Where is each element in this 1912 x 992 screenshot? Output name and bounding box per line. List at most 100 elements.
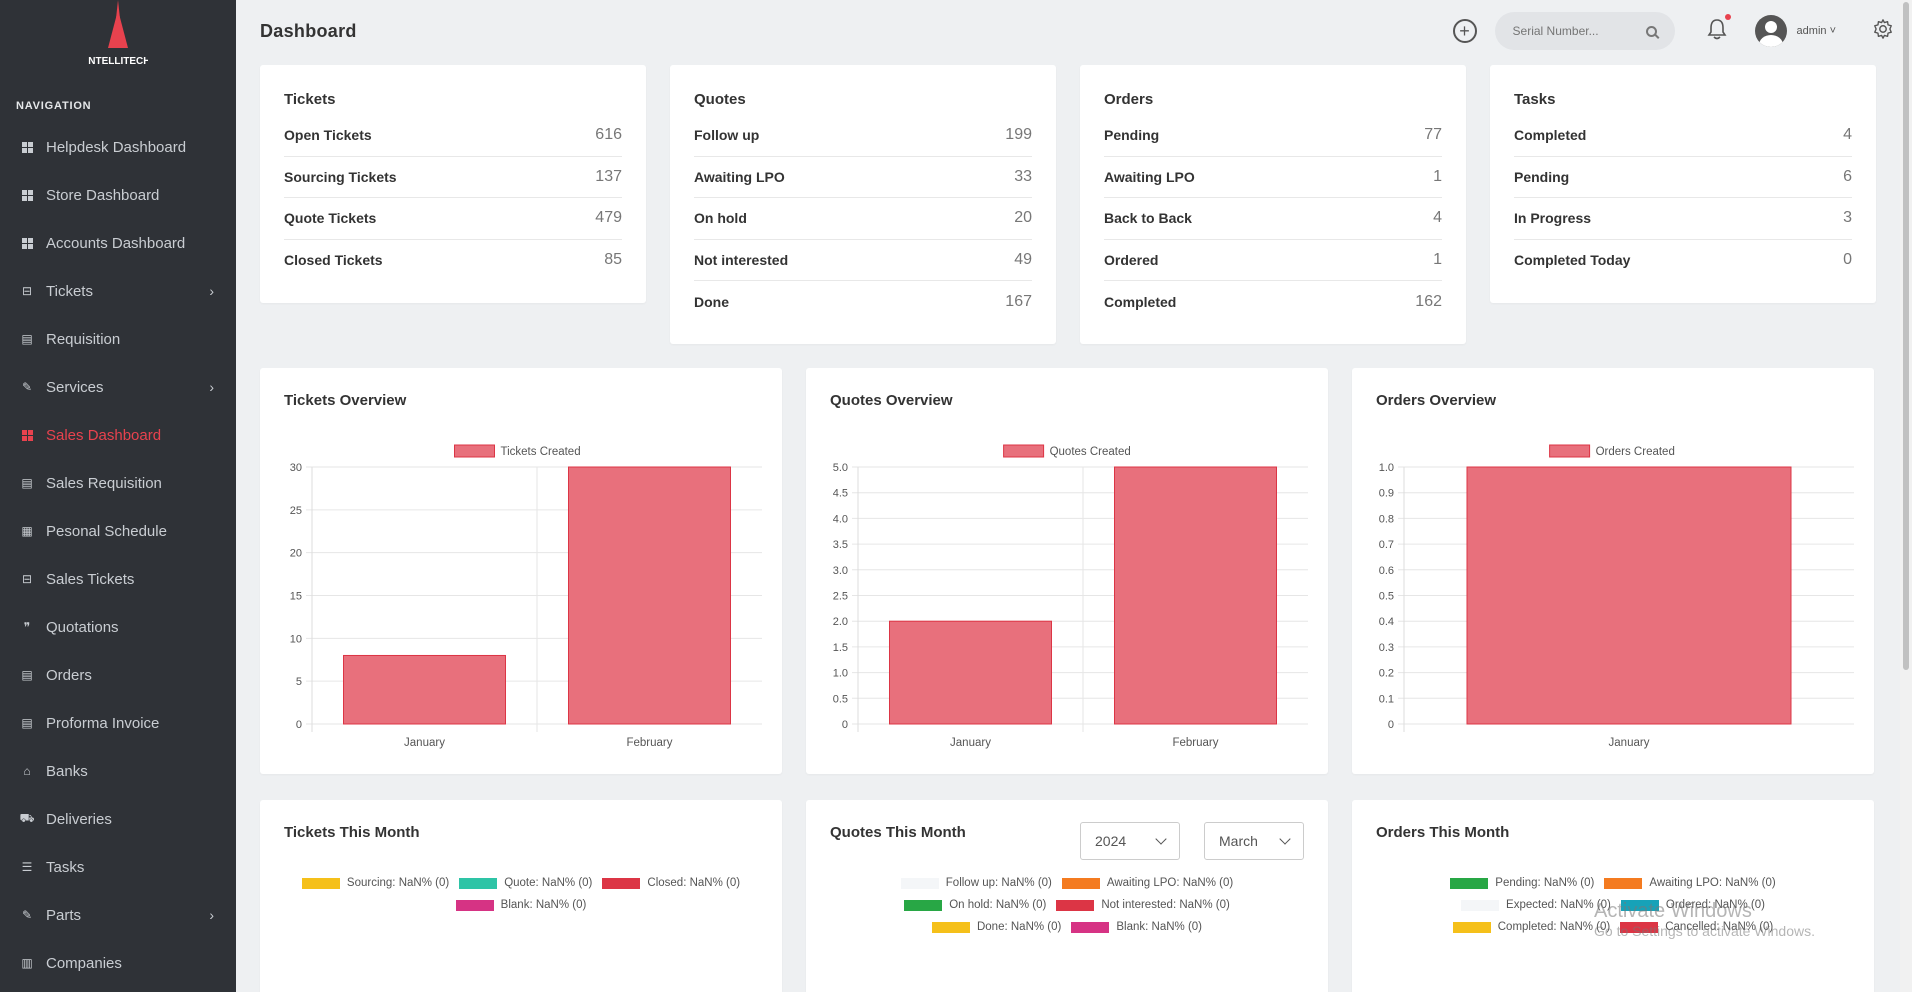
search-icon[interactable] <box>1645 25 1657 37</box>
legend-item[interactable]: Pending: NaN% (0) <box>1450 877 1594 889</box>
sidebar-item-label: Pesonal Schedule <box>46 522 167 540</box>
card-title: Tickets <box>284 91 336 108</box>
sidebar-item-label: Quotations <box>46 618 119 636</box>
sidebar-item-store-dashboard[interactable]: Store Dashboard <box>0 171 236 219</box>
sidebar-item-label: Requisition <box>46 330 121 348</box>
sidebar-item-proforma-invoice[interactable]: ▤ Proforma Invoice <box>0 699 236 747</box>
legend-item[interactable]: Completed: NaN% (0) <box>1452 921 1610 933</box>
sidebar-item-label: Store Dashboard <box>46 186 160 204</box>
stat-label: Done <box>694 293 729 310</box>
stat-row[interactable]: Ordered 1 <box>1104 240 1442 281</box>
stat-value: 479 <box>595 209 622 227</box>
legend-label: Expected: NaN% (0) <box>1506 899 1611 911</box>
legend-label: Pending: NaN% (0) <box>1495 877 1595 889</box>
stat-value: 20 <box>1014 209 1032 227</box>
brand-logo[interactable]: INTELLITECH <box>0 0 236 86</box>
notification-bell-icon[interactable] <box>1707 13 1731 45</box>
sidebar-item-label: Parts <box>46 906 82 924</box>
serial-search[interactable] <box>1494 12 1675 50</box>
stat-row[interactable]: Completed Today 0 <box>1514 240 1852 282</box>
page-scrollbar[interactable] <box>1900 0 1912 992</box>
stat-row[interactable]: Back to Back 4 <box>1104 198 1442 240</box>
sidebar-item-sales-dashboard[interactable]: Sales Dashboard <box>0 411 236 459</box>
watermark-line2: Go to Settings to activate Windows. <box>1594 923 1815 939</box>
legend-item[interactable]: Awaiting LPO: NaN% (0) <box>1604 877 1776 889</box>
y-tick-label: 0 <box>1388 719 1394 731</box>
legend-item[interactable]: Sourcing: NaN% (0) <box>301 877 449 889</box>
user-menu[interactable]: admin ˅ <box>1796 25 1836 37</box>
orders-overview-card: Orders Overview Orders Created 0 0.1 0.2 0.3… <box>1352 368 1874 774</box>
sidebar-item-banks[interactable]: ⌂ Banks <box>0 747 236 795</box>
y-tick-label: 1.0 <box>1379 462 1394 474</box>
stat-row[interactable]: Pending 6 <box>1514 157 1852 198</box>
stat-row[interactable]: Not interested 49 <box>694 240 1032 281</box>
stat-row[interactable]: Sourcing Tickets 137 <box>284 157 622 198</box>
sidebar-item-accounts-dashboard[interactable]: Accounts Dashboard <box>0 219 236 267</box>
y-tick-label: 15 <box>290 591 302 603</box>
stat-row[interactable]: Completed 4 <box>1514 115 1852 157</box>
legend-item[interactable]: Blank: NaN% (0) <box>455 899 586 911</box>
sidebar-item-orders[interactable]: ▤ Orders <box>0 651 236 699</box>
stat-value: 85 <box>604 251 622 269</box>
card-title: Tasks <box>1514 91 1556 108</box>
legend-swatch <box>1450 877 1489 889</box>
sidebar-item-helpdesk-dashboard[interactable]: Helpdesk Dashboard <box>0 123 236 171</box>
legend-item[interactable]: Follow up: NaN% (0) <box>900 877 1052 889</box>
legend-item[interactable]: Awaiting LPO: NaN% (0) <box>1061 877 1233 889</box>
stat-row[interactable]: Closed Tickets 85 <box>284 240 622 282</box>
stat-label: Awaiting LPO <box>1104 168 1195 185</box>
settings-gear-icon[interactable] <box>1872 18 1894 45</box>
sidebar-item-deliveries[interactable]: ⛟ Deliveries <box>0 795 236 843</box>
sidebar-item-label: Orders <box>46 666 92 684</box>
stat-label: Completed <box>1514 127 1587 144</box>
quotes-overview-chart: Quotes Created 0 0.5 1.0 1.5 2.0 2.5 3.0 3.5 4.0 4… <box>833 444 1308 749</box>
sidebar-item-sales-tickets[interactable]: ⊟ Sales Tickets <box>0 555 236 603</box>
user-avatar[interactable] <box>1754 15 1787 47</box>
stat-row[interactable]: Awaiting LPO 1 <box>1104 157 1442 198</box>
y-tick-label: 0.7 <box>1379 539 1394 551</box>
year-select[interactable]: 2024 <box>1080 822 1180 860</box>
legend-item[interactable]: Closed: NaN% (0) <box>602 877 740 889</box>
legend-item[interactable]: On hold: NaN% (0) <box>904 899 1046 911</box>
stat-row[interactable]: Done 167 <box>694 281 1032 323</box>
card-title: Orders <box>1104 91 1154 108</box>
stat-row[interactable]: Follow up 199 <box>694 115 1032 157</box>
sidebar-item-pesonal-schedule[interactable]: ▦ Pesonal Schedule <box>0 507 236 555</box>
sidebar-item-services[interactable]: ✎ Services › <box>0 363 236 411</box>
legend-item[interactable]: Quote: NaN% (0) <box>459 877 592 889</box>
legend-item[interactable]: Done: NaN% (0) <box>931 921 1062 933</box>
legend-item[interactable]: Ordered: NaN% (0) <box>1620 899 1765 911</box>
scrollbar-thumb[interactable] <box>1903 2 1909 670</box>
stat-row[interactable]: Quote Tickets 479 <box>284 198 622 240</box>
stat-value: 1 <box>1433 167 1442 185</box>
sidebar-item-quotations[interactable]: ❞ Quotations <box>0 603 236 651</box>
year-select-value: 2024 <box>1095 833 1127 849</box>
sidebar-item-tasks[interactable]: ☰ Tasks <box>0 843 236 891</box>
stat-value: 1 <box>1433 250 1442 268</box>
serial-search-input[interactable] <box>1512 24 1633 38</box>
stat-value: 49 <box>1014 250 1032 268</box>
legend-item[interactable]: Blank: NaN% (0) <box>1071 921 1202 933</box>
sidebar-item-requisition[interactable]: ▤ Requisition <box>0 315 236 363</box>
sidebar-item-companies[interactable]: ▥ Companies <box>0 939 236 987</box>
stat-row[interactable]: In Progress 3 <box>1514 198 1852 240</box>
sidebar-item-parts[interactable]: ✎ Parts › <box>0 891 236 939</box>
legend-label: On hold: NaN% (0) <box>949 899 1047 911</box>
stat-label: Completed Today <box>1514 252 1631 269</box>
stat-row[interactable]: Pending 77 <box>1104 115 1442 157</box>
legend-item[interactable]: Expected: NaN% (0) <box>1461 899 1611 911</box>
month-select[interactable]: March <box>1204 822 1304 860</box>
wrench-icon: ✎ <box>21 908 33 922</box>
add-icon[interactable]: + <box>1452 19 1477 43</box>
legend-item[interactable]: Cancelled: NaN% (0) <box>1620 921 1773 933</box>
stat-row[interactable]: Awaiting LPO 33 <box>694 157 1032 198</box>
stat-row[interactable]: Open Tickets 616 <box>284 115 622 157</box>
stat-row[interactable]: On hold 20 <box>694 198 1032 240</box>
stat-row[interactable]: Completed 162 <box>1104 281 1442 323</box>
legend-item[interactable]: Not interested: NaN% (0) <box>1056 899 1230 911</box>
legend-label: Done: NaN% (0) <box>976 921 1062 933</box>
sidebar-item-sales-requisition[interactable]: ▤ Sales Requisition <box>0 459 236 507</box>
legend-swatch <box>900 877 939 889</box>
sidebar-item-label: Accounts Dashboard <box>46 234 186 252</box>
sidebar-item-tickets[interactable]: ⊟ Tickets › <box>0 267 236 315</box>
